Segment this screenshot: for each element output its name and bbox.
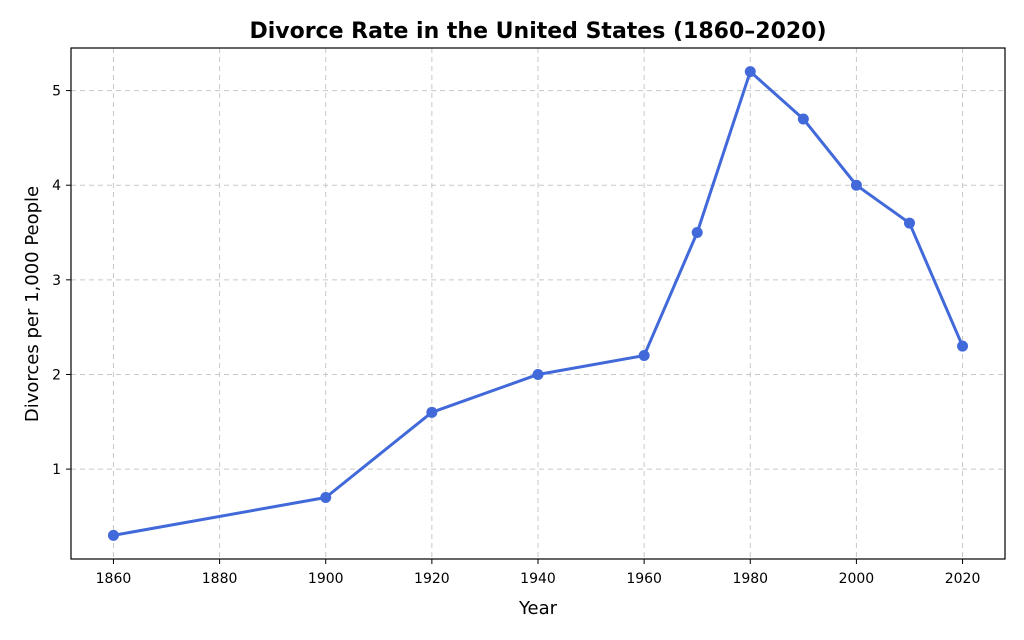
- data-point: [426, 406, 438, 418]
- x-tick-label: 1920: [414, 571, 450, 587]
- x-tick-label: 2000: [839, 571, 875, 587]
- data-point: [744, 66, 756, 78]
- data-point: [850, 179, 862, 191]
- x-tick-label: 2020: [945, 571, 981, 587]
- x-tick-label: 1960: [626, 571, 662, 587]
- grid: [71, 48, 1005, 559]
- y-axis-label: Divorces per 1,000 People: [22, 186, 43, 422]
- x-tick-label: 1880: [202, 571, 238, 587]
- data-point: [532, 368, 544, 380]
- x-tick-label: 1860: [96, 571, 132, 587]
- y-tick-label: 1: [52, 462, 61, 478]
- axis-ticks: 1860 1880 1900 1920 1940 1960 1980 2000 2020 1 2 3 4…: [52, 84, 980, 587]
- data-point: [957, 340, 969, 352]
- y-tick-label: 3: [52, 273, 61, 289]
- x-tick-label: 1900: [308, 571, 344, 587]
- data-point: [107, 529, 119, 541]
- y-tick-label: 4: [52, 178, 61, 194]
- chart-title: Divorce Rate in the United States (1860–…: [249, 19, 826, 44]
- data-point: [691, 227, 703, 239]
- y-tick-label: 5: [52, 84, 61, 100]
- data-point: [638, 350, 650, 362]
- data-point: [903, 217, 915, 229]
- data-point: [320, 491, 332, 503]
- data-point: [797, 113, 809, 125]
- data-series: [107, 66, 969, 541]
- y-tick-label: 2: [52, 367, 61, 383]
- x-axis-label: Year: [518, 598, 558, 619]
- x-tick-label: 1940: [520, 571, 556, 587]
- x-tick-label: 1980: [732, 571, 768, 587]
